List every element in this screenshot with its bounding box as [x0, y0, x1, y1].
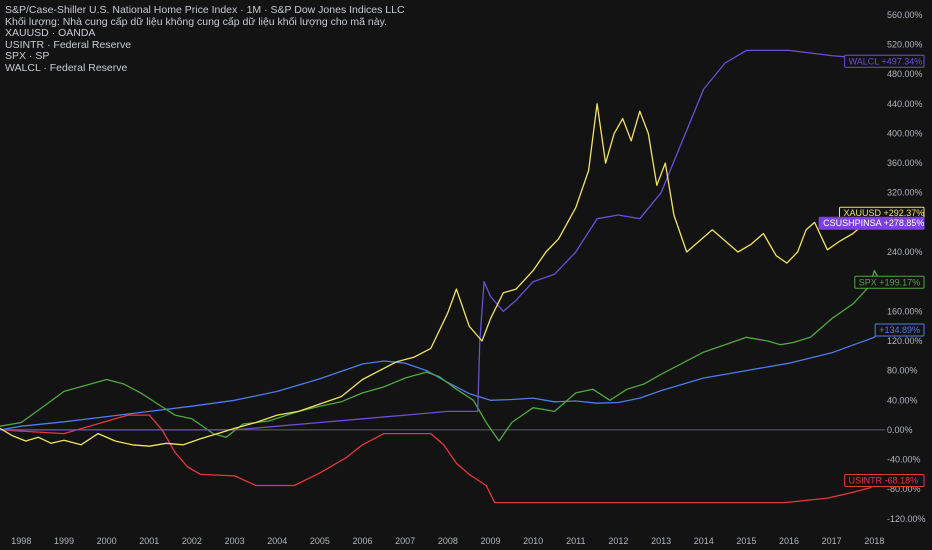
y-tick-label: -120.00%: [887, 514, 926, 524]
legend-line-walcl[interactable]: WALCL · Federal Reserve: [5, 61, 128, 74]
y-tick-label: 360.00%: [887, 158, 923, 168]
x-tick-label: 2001: [139, 536, 159, 546]
x-tick-label: 2005: [310, 536, 330, 546]
x-tick-label: 2003: [225, 536, 245, 546]
x-tick-label: 2016: [779, 536, 799, 546]
value-tag-text: USINTR -68.18%: [849, 475, 919, 485]
value-tag-text: SPX +199.17%: [859, 277, 920, 287]
legend-line-usintr[interactable]: USINTR · Federal Reserve: [5, 38, 132, 51]
x-tick-label: 2010: [523, 536, 543, 546]
y-tick-label: 480.00%: [887, 69, 923, 79]
x-tick-label: 2004: [267, 536, 287, 546]
x-tick-label: 2006: [353, 536, 373, 546]
series-line-xauusd[interactable]: [0, 103, 879, 447]
x-tick-label: 2009: [480, 536, 500, 546]
x-tick-label: 2014: [694, 536, 714, 546]
x-tick-label: 2012: [608, 536, 628, 546]
y-tick-label: 80.00%: [887, 366, 918, 376]
value-tag-text: +134.89%: [879, 325, 920, 335]
y-tick-label: 120.00%: [887, 336, 923, 346]
value-tag-text: WALCL +497.34%: [849, 56, 923, 66]
y-tick-label: 0.00%: [887, 425, 913, 435]
value-tag-spx: SPX +199.17%: [854, 275, 925, 289]
y-tick-label: 400.00%: [887, 128, 923, 138]
y-tick-label: 160.00%: [887, 306, 923, 316]
x-tick-label: 2002: [182, 536, 202, 546]
value-tag-usintr: USINTR -68.18%: [844, 473, 925, 487]
y-tick-label: 520.00%: [887, 39, 923, 49]
value-tag-walcl: WALCL +497.34%: [844, 54, 925, 68]
series-layer: [0, 49, 882, 504]
x-tick-label: 2017: [822, 536, 842, 546]
x-tick-label: 2015: [736, 536, 756, 546]
x-tick-label: 1999: [54, 536, 74, 546]
y-tick-label: 40.00%: [887, 395, 918, 405]
y-tick-label: 240.00%: [887, 247, 923, 257]
value-tag-text: XAUUSD +292.37%: [844, 208, 925, 218]
series-line-usintr[interactable]: [0, 414, 882, 504]
x-tick-label: 2007: [395, 536, 415, 546]
legend-line-volume: Khối lượng: Nhà cung cấp dữ liệu không c…: [5, 15, 387, 28]
series-line-spx[interactable]: [0, 269, 882, 442]
x-tick-label: 2000: [97, 536, 117, 546]
legend-line-main[interactable]: S&P/Case-Shiller U.S. National Home Pric…: [5, 4, 405, 16]
x-tick-label: 2011: [566, 536, 585, 546]
value-tag-hpi: +134.89%: [874, 323, 925, 337]
x-axis: 1998 1999 2000 2001 2002 2003 2004 2005 2006 2007…: [11, 536, 884, 546]
y-tick-label: 320.00%: [887, 188, 923, 198]
y-tick-label: -40.00%: [887, 455, 921, 465]
legend: S&P/Case-Shiller U.S. National Home Pric…: [5, 4, 405, 74]
y-tick-label: -80.00%: [887, 484, 921, 494]
value-tag-text: CSUSHPINSA +278.85%: [823, 218, 924, 228]
series-line-walcl[interactable]: [0, 49, 881, 431]
legend-line-spx[interactable]: SPX · SP: [5, 50, 50, 62]
y-tick-label: 440.00%: [887, 99, 923, 109]
x-tick-label: 2013: [651, 536, 671, 546]
value-tags: WALCL +497.34% XAUUSD +292.37%CSUSHPINSA …: [818, 54, 925, 487]
x-tick-label: 2018: [864, 536, 884, 546]
value-tag-csushpinsa: CSUSHPINSA +278.85%: [818, 216, 925, 230]
series-line-csushpinsa[interactable]: [0, 329, 882, 431]
x-tick-label: 1998: [11, 536, 31, 546]
legend-line-xauusd[interactable]: XAUUSD · OANDA: [5, 27, 96, 39]
x-tick-label: 2008: [438, 536, 458, 546]
y-tick-label: 560.00%: [887, 10, 923, 20]
